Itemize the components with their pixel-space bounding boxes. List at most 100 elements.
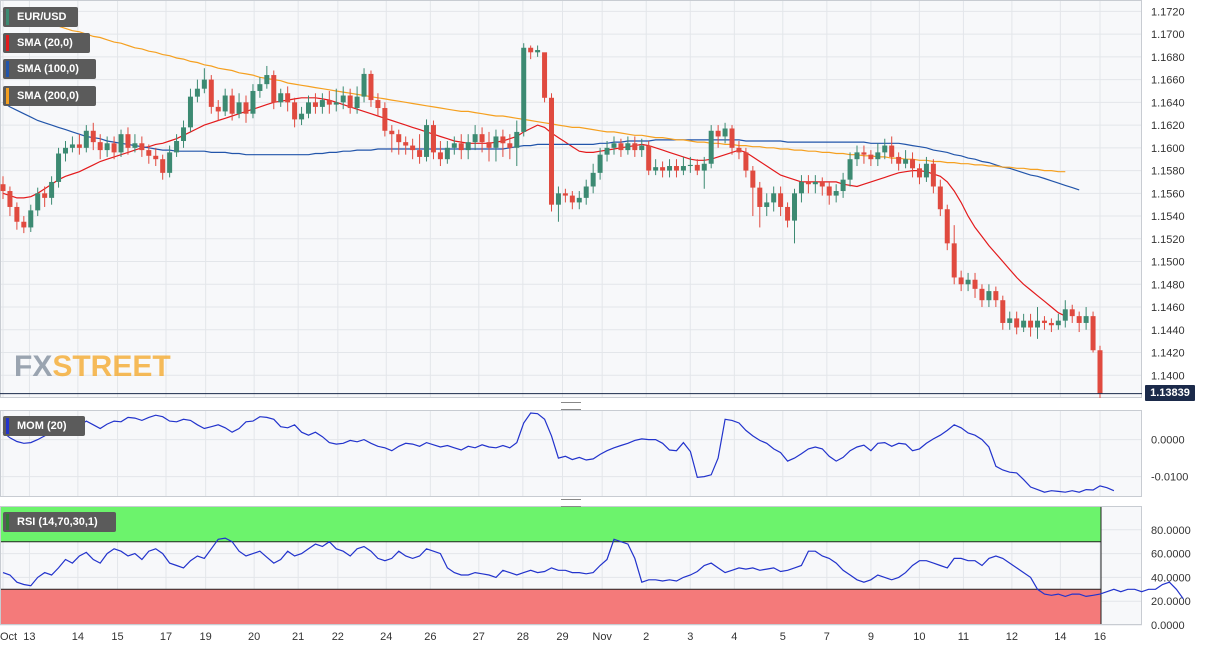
rsi-axis-tick-label: 60.0000 [1151, 549, 1191, 561]
candle-body [42, 193, 48, 198]
current-price-tag: 1.13839 [1145, 385, 1195, 401]
candle-body [743, 152, 749, 171]
candle-body [715, 130, 721, 137]
candle-body [729, 128, 735, 148]
x-axis-tick-label: 27 [473, 631, 485, 643]
candle-body [542, 52, 548, 98]
candle-body [910, 159, 916, 169]
legend-pair-label: EUR/USD [17, 11, 67, 23]
x-axis-tick-label: 28 [517, 631, 529, 643]
legend-rsi[interactable]: RSI (14,70,30,1) [3, 512, 116, 532]
x-axis-tick-label: 10 [913, 631, 925, 643]
x-axis-tick-label: 5 [780, 631, 786, 643]
candle-body [62, 147, 68, 154]
candle-body [694, 164, 700, 171]
candle-body [417, 150, 423, 157]
candle-body [201, 79, 207, 89]
candle-body [500, 136, 506, 144]
candle-body [472, 134, 478, 143]
candle-body [958, 277, 964, 285]
candle-body [1076, 316, 1082, 323]
x-axis-tick-label: 7 [824, 631, 830, 643]
legend-mom-label: MOM (20) [17, 420, 67, 432]
candle-body [646, 145, 652, 171]
x-axis-tick-label: 9 [868, 631, 874, 643]
candle-body [271, 75, 277, 103]
candle-body [986, 291, 992, 301]
candle-body [396, 134, 402, 143]
legend-sma100[interactable]: SMA (100,0) [3, 59, 96, 79]
candle-body [535, 50, 541, 53]
pane-resize-handle-rsi[interactable] [561, 499, 581, 507]
candle-body [208, 79, 214, 107]
candle-body [111, 143, 117, 153]
candle-body [215, 106, 221, 112]
candle-body [458, 143, 464, 151]
candle-body [194, 88, 200, 97]
candle-body [69, 144, 75, 148]
legend-sma200[interactable]: SMA (200,0) [3, 86, 96, 106]
candle-body [937, 186, 943, 210]
candle-body [160, 159, 166, 173]
candle-body [361, 73, 367, 97]
candle-body [56, 153, 62, 182]
candle-body [229, 95, 235, 114]
price-axis-tick-label: 1.1560 [1151, 188, 1185, 200]
watermark-street: STREET [52, 350, 171, 383]
x-axis-tick-label: 21 [292, 631, 304, 643]
legend-sma20[interactable]: SMA (20,0) [3, 33, 90, 53]
candle-body [410, 145, 416, 151]
candle-body [174, 141, 180, 153]
candle-body [555, 193, 561, 205]
pane-border-1 [0, 410, 1142, 497]
legend-sma100-label: SMA (100,0) [17, 63, 79, 75]
candle-body [299, 113, 305, 120]
candle-body [597, 154, 603, 173]
rsi-axis-tick-label: 80.0000 [1151, 525, 1191, 537]
legend-pair[interactable]: EUR/USD [3, 7, 78, 27]
candle-body [722, 128, 728, 137]
candle-body [292, 102, 298, 120]
candle-body [347, 95, 353, 109]
sma-line-sma2000 [2, 8, 1066, 173]
candle-body [139, 143, 145, 151]
price-axis-tick-label: 1.1680 [1151, 52, 1185, 64]
legend-pair-color [6, 9, 9, 25]
candle-body [21, 221, 27, 228]
candle-body [1028, 320, 1034, 328]
candle-body [83, 130, 89, 148]
candle-body [819, 181, 825, 187]
candle-body [896, 156, 902, 164]
price-axis-tick-label: 1.1440 [1151, 325, 1185, 337]
pane-resize-handle-momentum[interactable] [561, 402, 581, 410]
candle-body [625, 143, 631, 151]
candle-body [14, 206, 20, 222]
candle-body [1069, 309, 1075, 317]
candle-body [798, 181, 804, 194]
candle-body [965, 279, 971, 285]
candle-body [590, 172, 596, 187]
legend-mom-color [6, 418, 9, 434]
candle-body [903, 159, 909, 164]
candle-body [792, 193, 798, 221]
candle-body [118, 134, 124, 153]
candle-body [1021, 320, 1027, 328]
candle-body [430, 125, 436, 153]
candle-body [1041, 320, 1047, 323]
candle-body [333, 102, 339, 105]
x-axis-tick-label: 19 [200, 631, 212, 643]
legend-sma20-color [6, 35, 9, 51]
x-axis-tick-label: 4 [731, 631, 737, 643]
x-axis-tick-label: 13 [23, 631, 35, 643]
rsi-axis-tick-label: 20.0000 [1151, 596, 1191, 608]
candle-body [930, 163, 936, 187]
legend-mom[interactable]: MOM (20) [3, 416, 85, 436]
candle-body [104, 143, 110, 151]
price-axis-tick-label: 1.1620 [1151, 120, 1185, 132]
candle-body [264, 75, 270, 85]
candle-body [680, 166, 686, 171]
candle-body [132, 143, 138, 148]
candle-body [97, 142, 103, 151]
x-axis-tick-label: 14 [1054, 631, 1066, 643]
